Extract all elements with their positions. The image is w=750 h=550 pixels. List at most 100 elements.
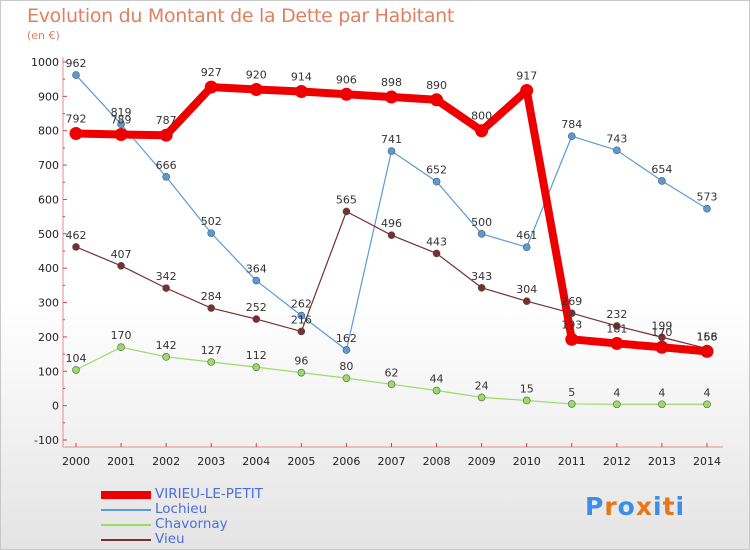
data-point: [297, 368, 306, 377]
data-label: 162: [336, 332, 357, 345]
data-label: 364: [246, 263, 267, 276]
data-point: [520, 84, 534, 98]
data-point: [339, 87, 353, 101]
data-label: 252: [246, 301, 267, 314]
data-label: 62: [385, 366, 399, 379]
data-label: 96: [294, 355, 308, 368]
data-label: 462: [66, 229, 87, 242]
x-tick-label: 2001: [107, 455, 135, 468]
y-tick-label: 500: [38, 228, 59, 241]
logo-letter: i: [653, 492, 663, 521]
x-tick-label: 2000: [62, 455, 90, 468]
data-label: 262: [291, 298, 312, 311]
data-point: [385, 90, 398, 104]
data-label: 232: [606, 308, 627, 321]
x-tick-label: 2006: [332, 455, 360, 468]
data-label: 170: [651, 326, 672, 339]
data-point: [72, 71, 80, 79]
data-label: 898: [381, 76, 402, 89]
logo-letter: o: [617, 492, 636, 521]
legend-swatch: [101, 509, 151, 511]
data-point: [117, 261, 125, 270]
data-point: [567, 400, 576, 408]
y-tick-label: 400: [38, 262, 59, 275]
legend-swatch: [101, 491, 151, 499]
data-label: 652: [426, 164, 447, 177]
tick-labels: -100 0 100 200 300 400 500 600 700 800 900 1000 2000…: [31, 56, 721, 468]
data-label: 496: [381, 217, 402, 230]
data-label: 80: [339, 360, 353, 373]
x-tick-label: 2008: [423, 455, 451, 468]
x-tick-label: 2010: [513, 455, 541, 468]
x-tick-label: 2002: [152, 455, 180, 468]
data-point: [522, 297, 531, 305]
y-tick-label: 0: [52, 400, 59, 413]
data-points: [69, 71, 714, 409]
data-point: [430, 93, 444, 107]
data-label: 24: [475, 379, 489, 392]
legend-item-virieu[interactable]: VIRIEU-LE-PETIT: [101, 486, 361, 502]
data-point: [207, 358, 216, 366]
data-point: [72, 366, 80, 374]
data-label: 743: [606, 132, 627, 145]
data-point: [613, 146, 621, 155]
data-point: [159, 128, 173, 142]
data-point: [655, 340, 669, 354]
data-point: [432, 177, 441, 186]
data-label: 112: [246, 349, 267, 362]
legend-label: VIRIEU-LE-PETIT: [155, 486, 263, 502]
data-point: [252, 276, 261, 285]
data-point: [565, 332, 579, 346]
legend-label: Vieu: [155, 531, 185, 547]
data-label: 461: [516, 229, 537, 242]
data-label: 343: [471, 270, 492, 283]
data-label: 216: [291, 313, 312, 326]
data-point: [700, 344, 714, 358]
data-label: 127: [201, 344, 222, 357]
data-point: [342, 374, 351, 382]
data-point: [477, 393, 486, 402]
data-label: 962: [66, 57, 87, 70]
data-label: 819: [111, 106, 132, 119]
data-label: 407: [111, 248, 132, 261]
y-tick-label: 900: [38, 90, 59, 103]
data-point: [114, 128, 128, 142]
data-label: 15: [520, 382, 534, 395]
data-point: [297, 311, 306, 320]
data-point: [162, 172, 170, 181]
data-label: 914: [291, 71, 312, 84]
data-label: 917: [516, 70, 537, 83]
data-point: [703, 400, 711, 409]
data-point: [610, 336, 624, 350]
data-point: [703, 204, 711, 213]
x-tick-label: 2011: [558, 455, 586, 468]
data-point: [477, 230, 486, 238]
chart-unit-label: (en €): [27, 29, 60, 42]
data-point: [567, 132, 576, 141]
data-point: [207, 304, 216, 312]
data-label: 170: [111, 329, 132, 342]
data-point: [252, 363, 261, 371]
data-point: [432, 249, 441, 258]
y-tick-label: 600: [38, 193, 59, 206]
legend-item-vieu[interactable]: Vieu: [101, 531, 361, 547]
data-point: [204, 80, 218, 94]
data-label: 502: [201, 215, 222, 228]
data-point: [613, 400, 621, 409]
data-label: 787: [156, 114, 177, 127]
data-label: 4: [658, 386, 665, 399]
data-label: 927: [201, 66, 222, 79]
legend-item-lochieu[interactable]: Lochieu: [101, 501, 361, 517]
logo-letter: P: [585, 492, 605, 521]
logo-letter: t: [662, 492, 676, 521]
y-tick-label: 100: [38, 365, 59, 378]
legend-item-chavornay[interactable]: Chavornay: [101, 516, 361, 532]
legend-swatch: [101, 524, 151, 526]
data-point: [249, 82, 263, 96]
chart-title: Evolution du Montant de la Dette par Hab…: [27, 5, 455, 27]
data-label: 304: [516, 283, 537, 296]
data-label: 654: [651, 163, 672, 176]
data-label: 199: [651, 319, 672, 332]
data-point: [117, 120, 125, 128]
logo-letter: i: [675, 492, 686, 521]
